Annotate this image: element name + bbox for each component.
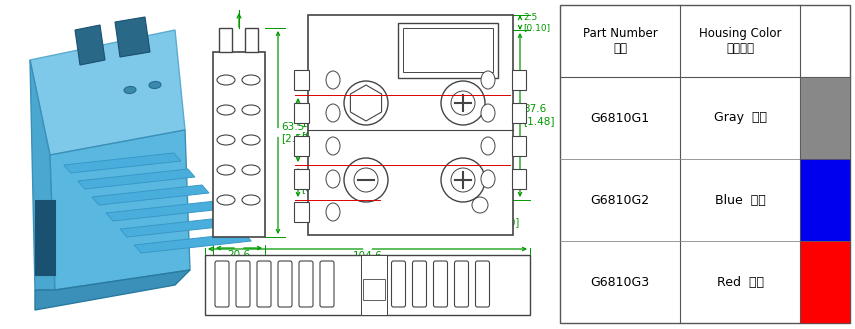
Polygon shape xyxy=(78,169,195,189)
Text: 104.6
[4.12]: 104.6 [4.12] xyxy=(351,251,383,273)
Ellipse shape xyxy=(481,170,495,188)
Bar xyxy=(294,169,309,189)
Text: 20.6
[0.81]: 20.6 [0.81] xyxy=(223,250,255,272)
Bar xyxy=(800,241,850,323)
Polygon shape xyxy=(134,233,251,253)
Bar xyxy=(512,169,526,189)
Ellipse shape xyxy=(217,75,235,85)
Bar xyxy=(245,28,258,52)
FancyBboxPatch shape xyxy=(392,261,405,307)
Bar xyxy=(361,255,387,315)
FancyBboxPatch shape xyxy=(215,261,229,307)
Ellipse shape xyxy=(242,135,260,145)
FancyBboxPatch shape xyxy=(299,261,313,307)
Bar xyxy=(560,5,850,323)
Ellipse shape xyxy=(326,104,340,122)
Bar xyxy=(363,279,385,300)
Ellipse shape xyxy=(149,82,161,89)
Bar xyxy=(512,70,526,90)
Text: Gray  灰色: Gray 灰色 xyxy=(714,112,766,124)
Ellipse shape xyxy=(481,137,495,155)
Polygon shape xyxy=(35,270,190,310)
Bar xyxy=(0,0,195,329)
FancyBboxPatch shape xyxy=(475,261,490,307)
Bar xyxy=(512,136,526,156)
Bar xyxy=(294,136,309,156)
FancyBboxPatch shape xyxy=(412,261,427,307)
Ellipse shape xyxy=(481,104,495,122)
Bar xyxy=(800,77,850,159)
Ellipse shape xyxy=(242,75,260,85)
Bar xyxy=(213,52,265,237)
Ellipse shape xyxy=(481,71,495,89)
Bar xyxy=(800,159,850,241)
Polygon shape xyxy=(64,153,181,173)
FancyBboxPatch shape xyxy=(455,261,469,307)
Bar xyxy=(398,23,498,78)
Bar xyxy=(294,202,309,222)
Polygon shape xyxy=(50,130,190,290)
Text: G6810G1: G6810G1 xyxy=(591,112,650,124)
Ellipse shape xyxy=(217,165,235,175)
Text: 37.6
[1.48]: 37.6 [1.48] xyxy=(523,104,555,126)
Text: Red  红色: Red 红色 xyxy=(716,275,764,289)
Text: φ5.1
[0.20]: φ5.1 [0.20] xyxy=(490,205,519,227)
Polygon shape xyxy=(30,30,185,155)
Bar xyxy=(403,28,493,72)
Text: Housing Color
胶壳颜色: Housing Color 胶壳颜色 xyxy=(699,27,781,55)
Ellipse shape xyxy=(326,203,340,221)
Bar xyxy=(294,70,309,90)
Bar xyxy=(512,103,526,123)
Polygon shape xyxy=(30,60,55,290)
Text: G6810G3: G6810G3 xyxy=(591,275,650,289)
Text: Part Number
料号: Part Number 料号 xyxy=(582,27,657,55)
Text: 63.5
[2.50]: 63.5 [2.50] xyxy=(281,122,312,143)
Text: 2.5
[0.10]: 2.5 [0.10] xyxy=(523,13,550,32)
Bar xyxy=(308,15,513,235)
FancyBboxPatch shape xyxy=(278,261,292,307)
Bar xyxy=(294,103,309,123)
Polygon shape xyxy=(115,17,150,57)
FancyBboxPatch shape xyxy=(236,261,250,307)
FancyBboxPatch shape xyxy=(257,261,271,307)
Ellipse shape xyxy=(217,135,235,145)
Ellipse shape xyxy=(242,165,260,175)
FancyBboxPatch shape xyxy=(320,261,334,307)
Polygon shape xyxy=(75,25,105,65)
Polygon shape xyxy=(92,185,209,205)
Text: Blue  蓝色: Blue 蓝色 xyxy=(715,193,765,207)
Ellipse shape xyxy=(326,71,340,89)
Text: 8.6
[0.34]: 8.6 [0.34] xyxy=(301,172,333,193)
Bar xyxy=(219,28,232,52)
Ellipse shape xyxy=(242,195,260,205)
Text: 19.1
[0.75]: 19.1 [0.75] xyxy=(301,119,333,141)
Ellipse shape xyxy=(217,195,235,205)
Ellipse shape xyxy=(124,87,136,93)
Text: G6810G2: G6810G2 xyxy=(591,193,650,207)
Polygon shape xyxy=(106,201,223,221)
Ellipse shape xyxy=(242,105,260,115)
Ellipse shape xyxy=(326,170,340,188)
Polygon shape xyxy=(35,200,55,275)
Polygon shape xyxy=(120,217,237,237)
Bar xyxy=(205,255,530,315)
Ellipse shape xyxy=(326,137,340,155)
FancyBboxPatch shape xyxy=(433,261,447,307)
Ellipse shape xyxy=(217,105,235,115)
